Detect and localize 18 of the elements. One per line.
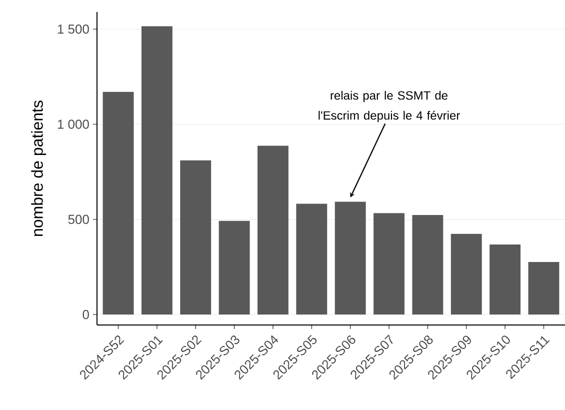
bar xyxy=(258,146,288,315)
bar xyxy=(180,160,212,315)
bar xyxy=(450,234,482,315)
bar xyxy=(102,92,134,315)
bar xyxy=(528,262,560,315)
annotation: relais par le SSMT de l'Escrim depuis le 4 février xyxy=(318,90,460,122)
bar xyxy=(490,244,521,315)
bar xyxy=(141,26,172,315)
bar xyxy=(218,220,250,315)
y-tick-label: 1 500 xyxy=(58,24,89,34)
y-tick-label: 500 xyxy=(68,214,89,224)
bar xyxy=(374,213,404,315)
bar xyxy=(334,202,366,315)
y-tick-label: 0 xyxy=(82,310,89,320)
bar xyxy=(296,204,328,315)
y-tick-label: 1 000 xyxy=(58,120,89,129)
bar xyxy=(412,215,444,315)
y-axis-title: nombre de patients xyxy=(31,100,46,236)
